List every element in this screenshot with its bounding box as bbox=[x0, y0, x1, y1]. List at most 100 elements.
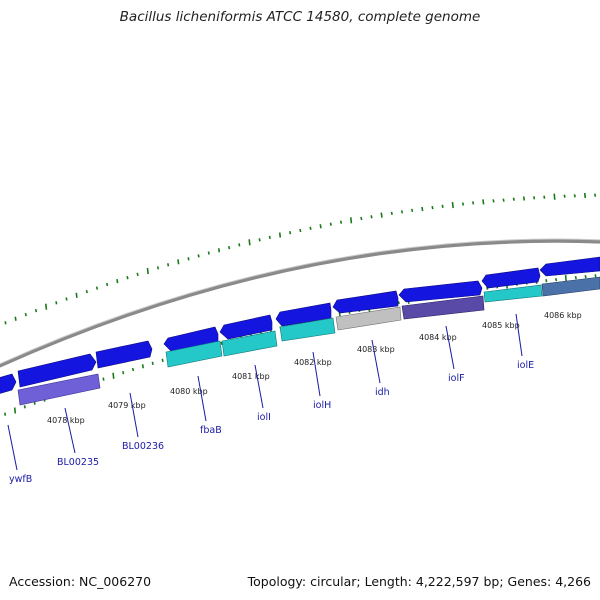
gc-tick bbox=[268, 235, 271, 240]
gc-tick bbox=[258, 238, 261, 242]
cds-block[interactable] bbox=[335, 306, 402, 331]
gc-tick bbox=[24, 312, 27, 317]
gene-label-fbaB[interactable]: fbaB bbox=[200, 425, 222, 436]
kbp-label: 4083 kbp bbox=[357, 345, 395, 354]
gc-tick bbox=[55, 301, 58, 305]
gc-tick bbox=[545, 279, 548, 283]
map-title: Bacillus licheniformis ATCC 14580, compl… bbox=[119, 9, 481, 25]
cds-arrow[interactable] bbox=[95, 340, 153, 369]
cds-arrow[interactable] bbox=[539, 256, 600, 277]
gc-tick bbox=[397, 300, 400, 305]
gc-tick bbox=[85, 289, 88, 294]
gc-tick bbox=[106, 282, 109, 287]
kbp-label: 4085 kbp bbox=[482, 321, 520, 330]
label-line bbox=[371, 339, 381, 384]
cds-arrow[interactable] bbox=[481, 267, 541, 289]
kbp-label: 4084 kbp bbox=[419, 333, 457, 342]
gc-tick bbox=[207, 251, 210, 255]
gene-label-ywfB[interactable]: ywfB bbox=[9, 474, 32, 485]
cds-block[interactable] bbox=[221, 330, 278, 357]
accession-text: Accession: NC_006270 bbox=[9, 574, 152, 589]
gc-tick bbox=[187, 257, 190, 261]
genome-backbone-highlight bbox=[0, 238, 600, 365]
kbp-label: 4078 kbp bbox=[47, 416, 85, 425]
gc-tick bbox=[512, 197, 515, 201]
gc-tick bbox=[441, 204, 444, 208]
gc-tick bbox=[197, 254, 200, 258]
gc-tick bbox=[309, 226, 312, 230]
gc-tick bbox=[522, 196, 526, 201]
label-line bbox=[64, 407, 76, 454]
gene-label-lines bbox=[7, 313, 523, 471]
gene-label-idh[interactable]: idh bbox=[375, 387, 390, 398]
gene-label-BL00236[interactable]: BL00236 bbox=[122, 441, 164, 452]
gc-tick bbox=[555, 277, 558, 282]
gc-tick bbox=[543, 195, 546, 199]
gc-tick bbox=[45, 303, 48, 310]
gc-tick bbox=[338, 312, 341, 317]
gc-tick bbox=[4, 321, 7, 325]
gc-tick bbox=[390, 211, 393, 216]
gc-tick bbox=[482, 199, 485, 205]
kbp-scale: 4078 kbp 4079 kbp 4080 kbp 4081 kbp 4082… bbox=[47, 311, 582, 425]
gc-tick bbox=[278, 232, 282, 238]
label-line bbox=[515, 313, 523, 357]
cds-block[interactable] bbox=[483, 284, 543, 303]
gc-tick bbox=[461, 202, 465, 206]
outer-gc-ticks bbox=[4, 192, 597, 325]
genome-backbone bbox=[0, 239, 600, 368]
gc-tick bbox=[350, 217, 353, 224]
gc-tick bbox=[411, 208, 414, 213]
cds-block[interactable] bbox=[165, 340, 223, 368]
cds-block[interactable] bbox=[17, 373, 101, 406]
gc-tick bbox=[319, 224, 322, 229]
gc-tick bbox=[573, 194, 576, 198]
gc-tick bbox=[472, 201, 475, 205]
cds-arrow[interactable] bbox=[398, 280, 483, 303]
gene-label-BL00235[interactable]: BL00235 bbox=[57, 457, 99, 468]
gc-tick bbox=[421, 206, 424, 212]
gc-tick bbox=[594, 274, 597, 278]
cds-block[interactable] bbox=[279, 317, 336, 342]
gc-tick bbox=[574, 275, 577, 280]
gc-tick bbox=[23, 405, 26, 409]
cds-arrow[interactable] bbox=[0, 373, 17, 394]
gc-tick bbox=[126, 276, 129, 280]
gene-label-iolI[interactable]: iolI bbox=[257, 412, 271, 423]
cds-arrow[interactable] bbox=[17, 353, 97, 388]
gc-tick bbox=[248, 239, 251, 246]
gene-label-iolF[interactable]: iolF bbox=[448, 373, 465, 384]
gc-tick bbox=[34, 308, 38, 313]
cds-arrow[interactable] bbox=[332, 290, 399, 314]
label-line bbox=[445, 325, 455, 370]
gc-tick bbox=[136, 272, 139, 277]
gc-tick bbox=[583, 192, 587, 199]
gc-tick bbox=[161, 358, 164, 362]
label-line bbox=[7, 424, 18, 471]
gene-label-iolE[interactable]: iolE bbox=[517, 360, 534, 371]
cds-block[interactable] bbox=[401, 295, 485, 320]
label-line bbox=[129, 392, 139, 438]
gc-tick bbox=[102, 377, 105, 381]
gc-tick bbox=[177, 259, 180, 265]
kbp-label: 4081 kbp bbox=[232, 372, 270, 381]
gc-tick bbox=[238, 243, 241, 247]
gc-tick bbox=[122, 370, 125, 375]
gc-tick bbox=[217, 248, 221, 253]
gc-tick bbox=[95, 286, 99, 290]
gc-tick bbox=[299, 228, 302, 233]
kbp-label: 4082 kbp bbox=[294, 358, 332, 367]
gc-tick bbox=[14, 316, 17, 321]
gene-labels: ywfB BL00235 BL00236 fbaB iolI iolH idh … bbox=[9, 360, 534, 485]
gc-tick bbox=[112, 372, 115, 379]
cds-block[interactable] bbox=[541, 276, 600, 297]
cds-arrow[interactable] bbox=[275, 302, 332, 327]
gene-label-iolH[interactable]: iolH bbox=[313, 400, 331, 411]
gc-tick bbox=[492, 199, 495, 203]
cds-arrow[interactable] bbox=[219, 314, 273, 340]
gc-tick bbox=[75, 292, 78, 298]
label-line bbox=[197, 375, 207, 422]
gc-tick bbox=[146, 268, 149, 275]
gc-tick bbox=[65, 297, 68, 301]
gc-tick bbox=[431, 205, 434, 210]
